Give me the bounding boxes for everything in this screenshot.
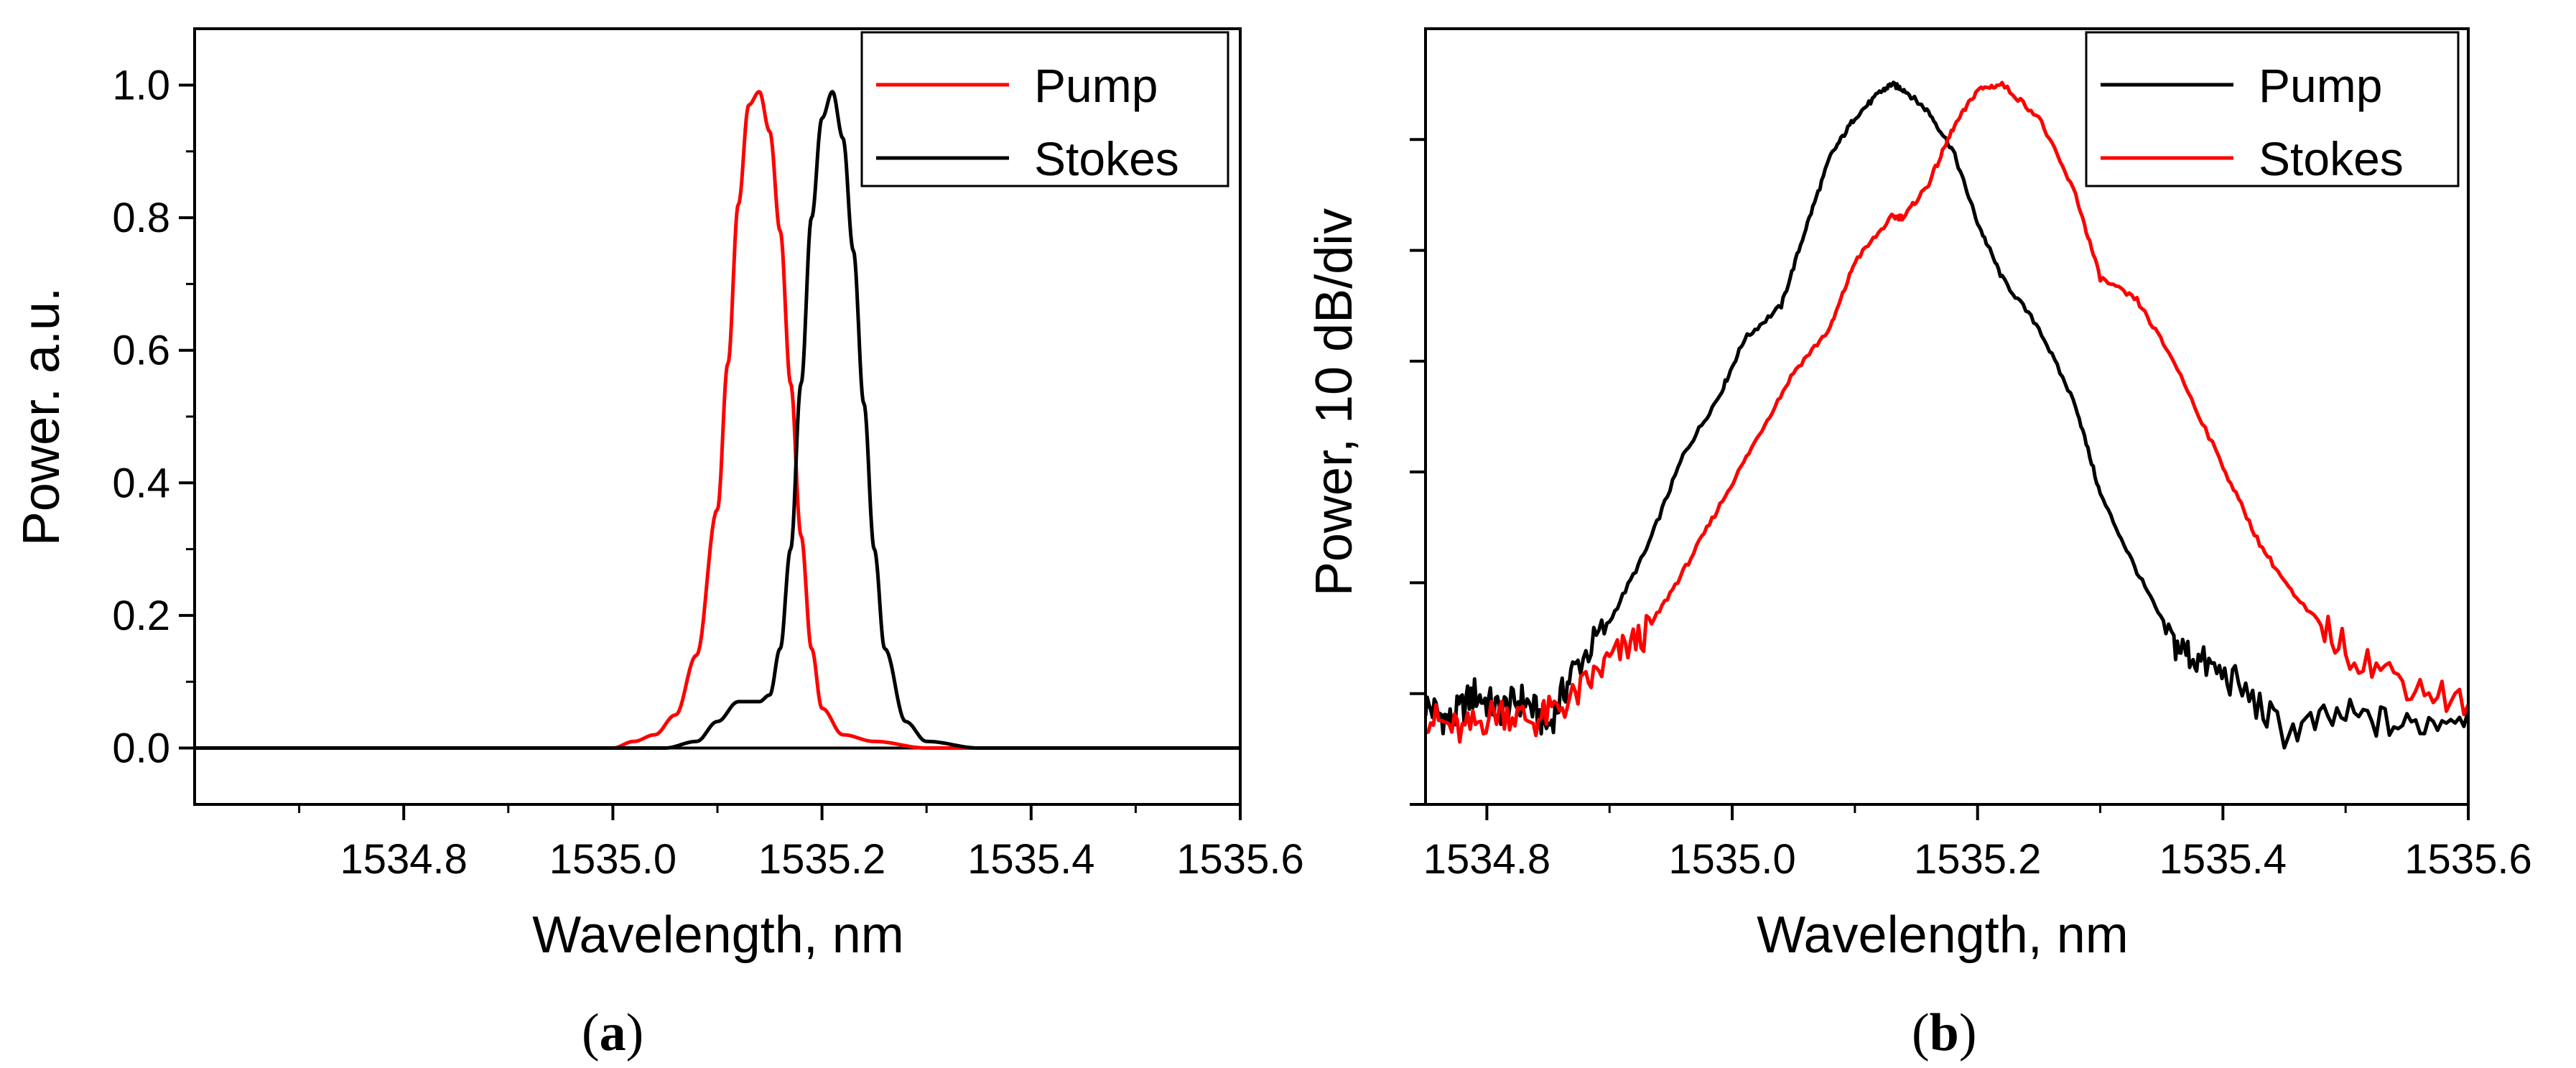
panel-b-xlabel: Wavelength, nm	[1757, 906, 2129, 964]
legend-label-pump: Pump	[2259, 59, 2382, 112]
series-line-pump	[1426, 80, 2468, 750]
panel-b: 1534.8 1535.0 1535.2 1535.4 1535.6 Power, 10…	[1306, 27, 2532, 1062]
panel-a-caption-letter: a	[600, 1003, 626, 1062]
legend-label-stokes: Stokes	[2259, 132, 2404, 185]
x-tick-label: 1535.4	[967, 836, 1094, 883]
y-tick-label: 0.0	[112, 725, 170, 772]
y-tick-label: 0.8	[112, 195, 170, 241]
x-tick-label: 1535.2	[1914, 836, 2041, 883]
panel-a-caption-open: (	[582, 1003, 600, 1062]
panel-b-frame	[1424, 27, 2470, 806]
legend-label-stokes: Stokes	[1034, 132, 1179, 185]
panel-a-ticks: 1534.8 1535.0 1535.2 1535.4 1535.6 0.0 0.2 0.4 0…	[112, 62, 1303, 883]
panel-a-caption-close: )	[626, 1003, 644, 1062]
panel-a-legend-box	[860, 31, 1229, 187]
panel-b-ylabel: Power, 10 dB/div	[1306, 208, 1363, 596]
panel-a: 1534.8 1535.0 1535.2 1535.4 1535.6 0.0 0.2 0.4 0…	[13, 27, 1304, 1062]
y-tick-label: 0.4	[112, 460, 170, 506]
x-tick-label: 1534.8	[340, 836, 467, 883]
panel-b-caption-close: )	[1959, 1003, 1977, 1062]
panel-b-series	[1426, 80, 2468, 750]
y-tick-label: 0.6	[112, 328, 170, 374]
x-tick-label: 1535.2	[758, 836, 885, 883]
panel-b-caption-open: (	[1912, 1003, 1930, 1062]
panel-b-caption: (b)	[1912, 1003, 1976, 1062]
series-line-stokes	[195, 90, 1240, 750]
panel-b-caption-letter: b	[1930, 1003, 1959, 1062]
y-tick-label: 1.0	[112, 62, 170, 108]
panel-b-legend-box	[2085, 31, 2460, 187]
y-tick-label: 0.2	[112, 593, 170, 639]
panel-a-ylabel: Power. a.u.	[13, 287, 70, 546]
x-tick-label: 1535.0	[1668, 836, 1795, 883]
legend-label-pump: Pump	[1034, 59, 1158, 112]
panel-a-legend: Pump Stokes	[860, 31, 1229, 187]
series-line-pump	[195, 90, 1240, 750]
panel-b-legend: Pump Stokes	[2085, 31, 2460, 187]
series-line-stokes	[1426, 80, 2468, 744]
x-tick-label: 1535.4	[2159, 836, 2287, 883]
x-tick-label: 1535.6	[2404, 836, 2531, 883]
x-tick-label: 1535.0	[549, 836, 676, 883]
panel-a-caption: (a)	[582, 1003, 643, 1062]
x-tick-label: 1535.6	[1176, 836, 1303, 883]
x-tick-label: 1534.8	[1423, 836, 1550, 883]
panel-a-series	[195, 90, 1240, 750]
panel-b-ticks: 1534.8 1535.0 1535.2 1535.4 1535.6	[1410, 138, 2532, 883]
panel-a-xlabel: Wavelength, nm	[532, 906, 904, 964]
